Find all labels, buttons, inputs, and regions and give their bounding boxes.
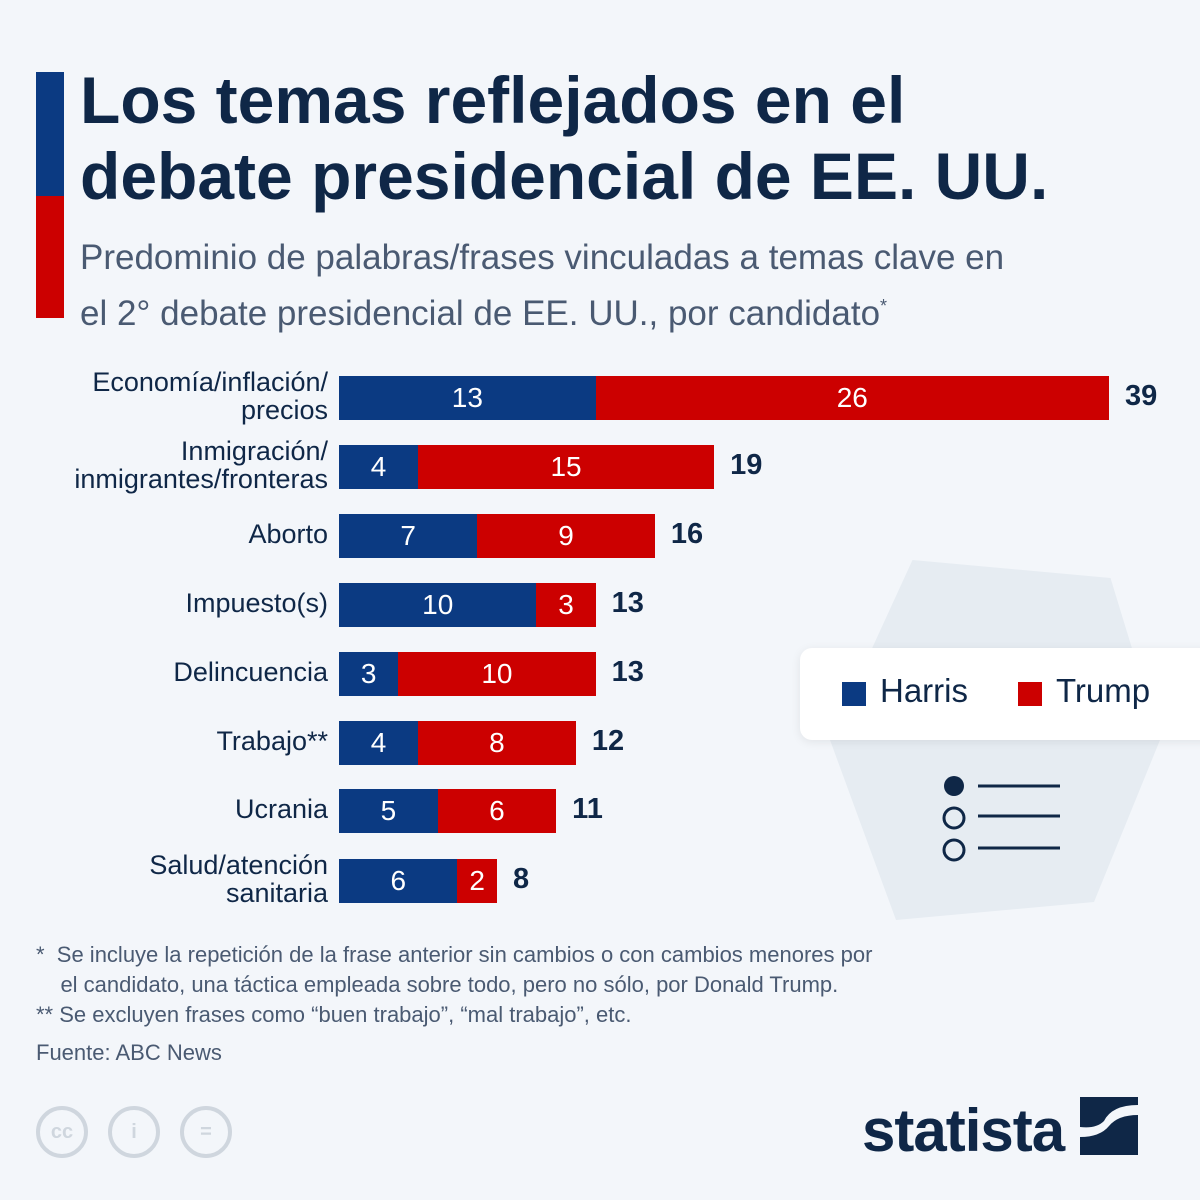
- bar-harris: 13: [339, 376, 596, 420]
- data-label: 7: [400, 520, 416, 551]
- category-label: Delincuencia: [173, 657, 328, 687]
- legend-swatch-harris: [842, 682, 866, 706]
- footnote-2: ** Se excluyen frases como “buen trabajo…: [36, 1002, 632, 1027]
- footnote-1-cont: el candidato, una táctica empleada sobre…: [36, 972, 839, 997]
- data-label: 6: [390, 865, 407, 896]
- total-label: 16: [670, 518, 704, 550]
- bar-trump: 10: [398, 652, 596, 696]
- bar-trump: 9: [477, 514, 655, 558]
- category-label: Aborto: [248, 519, 328, 549]
- bar-trump: 2: [457, 859, 497, 903]
- data-label: 15: [550, 451, 582, 482]
- statista-logo-icon: [1079, 1097, 1138, 1155]
- total-label: 12: [591, 725, 625, 757]
- data-label: 13: [451, 382, 483, 413]
- total-label: 8: [512, 863, 530, 895]
- statista-logo: statista: [862, 1096, 1138, 1165]
- data-label: 4: [370, 451, 387, 482]
- subtitle: Predominio de palabras/frases vinculadas…: [80, 234, 1180, 338]
- bar-trump: 26: [595, 376, 1109, 420]
- legend-swatch-trump: [1018, 682, 1042, 706]
- subtitle-text: Predominio de palabras/frases vinculadas…: [80, 238, 1005, 333]
- category-label: Inmigración/inmigrantes/fronteras: [74, 436, 328, 494]
- bar-harris: 5: [339, 789, 438, 833]
- legend-label-trump: Trump: [1056, 672, 1151, 709]
- data-label: 26: [836, 382, 868, 413]
- bar-harris: 6: [339, 859, 458, 903]
- bar-harris: 3: [339, 652, 399, 696]
- category-label: Salud/atención sanitaria: [149, 850, 328, 908]
- bar-harris: 10: [339, 583, 537, 627]
- decorative-hexagon: [830, 560, 1160, 920]
- total-label: 11: [572, 793, 603, 825]
- logo-text: statista: [862, 1097, 1065, 1164]
- total-label: 19: [730, 449, 763, 481]
- total-label: 39: [1125, 380, 1158, 412]
- subtitle-footnote-mark: *: [880, 296, 888, 316]
- category-label: Ucrania: [234, 794, 328, 824]
- legend-label-harris: Harris: [880, 672, 968, 709]
- bar-harris: 4: [339, 721, 418, 765]
- accent-bar-blue: [36, 72, 64, 196]
- bar-trump: 6: [437, 789, 557, 833]
- list-icon: [942, 776, 1060, 862]
- bar-harris: 4: [339, 445, 418, 489]
- bar-harris: 7: [339, 514, 478, 558]
- data-label: 10: [481, 658, 513, 689]
- accent-bar-red: [36, 196, 64, 318]
- no-derivatives-icon[interactable]: =: [180, 1106, 232, 1158]
- legend: Harris Trump: [800, 648, 1200, 740]
- source: Fuente: ABC News: [36, 1040, 222, 1065]
- footnotes: * Se incluye la repetición de la frase a…: [36, 940, 872, 1030]
- bar-trump: 3: [536, 583, 596, 627]
- data-label: 10: [422, 589, 454, 620]
- category-label: Impuesto(s): [185, 588, 328, 618]
- category-label: Trabajo**: [216, 726, 328, 756]
- data-label: 8: [489, 727, 505, 758]
- category-label: Economía/inflación/precios: [92, 367, 328, 425]
- data-label: 4: [370, 727, 387, 758]
- bar-trump: 15: [417, 445, 715, 489]
- cc-license-icon[interactable]: cc: [36, 1106, 88, 1158]
- attribution-icon[interactable]: i: [108, 1106, 160, 1158]
- data-label: 2: [469, 865, 485, 896]
- data-label: 3: [360, 658, 377, 689]
- page-title: Los temas reflejados en el debate preside…: [80, 63, 1049, 213]
- data-label: 3: [558, 589, 574, 620]
- data-label: 5: [380, 795, 397, 826]
- bar-trump: 8: [417, 721, 576, 765]
- data-label: 9: [558, 520, 574, 551]
- data-label: 6: [489, 795, 505, 826]
- total-label: 13: [611, 587, 644, 619]
- footnote-1: * Se incluye la repetición de la frase a…: [36, 942, 873, 967]
- total-label: 13: [611, 656, 644, 688]
